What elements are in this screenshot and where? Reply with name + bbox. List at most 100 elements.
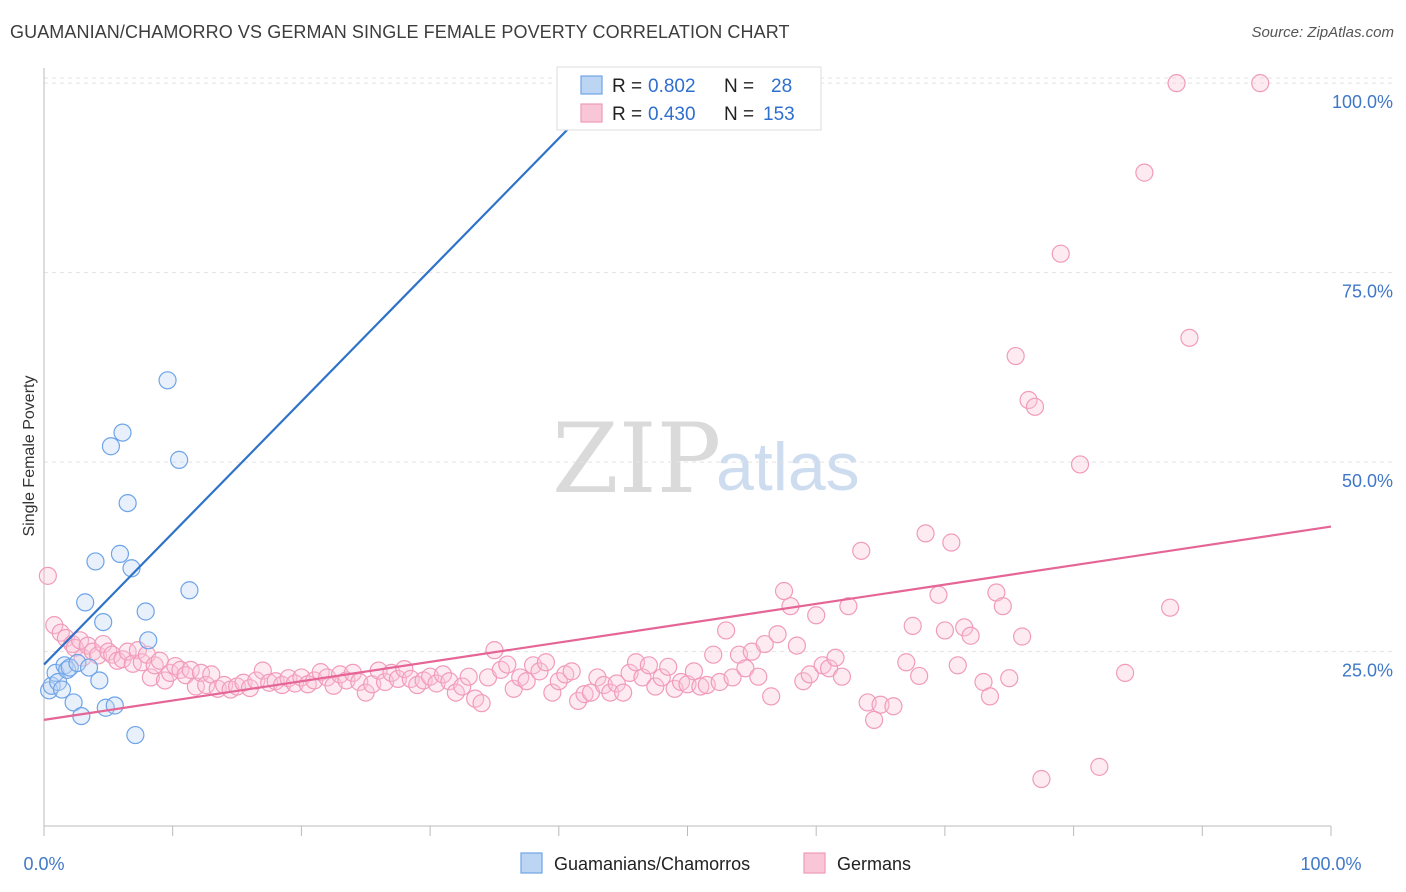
german-point-95	[601, 683, 620, 702]
guamanian-point-17	[101, 437, 121, 456]
german-point-89	[562, 662, 581, 681]
german-point-86	[543, 683, 562, 702]
guamanian-point-9	[68, 653, 87, 673]
german-point-1	[45, 616, 64, 635]
german-point-126	[800, 665, 819, 684]
german-point-149	[980, 687, 1000, 706]
x-axis-ticks	[43, 826, 1332, 836]
guamanian-point-15	[94, 612, 113, 632]
german-point-130	[826, 648, 845, 667]
german-point-32	[197, 675, 216, 695]
legend-n-label-1: N =	[724, 76, 754, 97]
german-point-10	[88, 646, 108, 665]
series-legend: Guamanians/Chamorros Germans	[520, 852, 911, 874]
german-point-77	[485, 641, 504, 660]
watermark-atlas: atlas	[716, 429, 860, 505]
german-point-165	[1180, 328, 1199, 347]
chart-title: GUAMANIAN/CHAMORRO VS GERMAN SINGLE FEMA…	[10, 22, 790, 42]
guamanian-point-21	[118, 493, 137, 513]
german-point-29	[181, 660, 200, 679]
guamanian-point-25	[139, 631, 158, 650]
german-point-73	[459, 667, 478, 686]
german-point-153	[1006, 346, 1025, 366]
y-tick-label-100: 100.0%	[1332, 92, 1393, 112]
german-point-125	[794, 672, 813, 691]
german-point-135	[865, 710, 884, 729]
german-point-93	[588, 668, 607, 687]
german-point-127	[807, 606, 826, 625]
german-point-82	[517, 672, 536, 691]
german-point-147	[961, 626, 980, 645]
bottom-legend-swatch-germans	[803, 852, 826, 874]
german-point-116	[736, 659, 755, 678]
legend-swatch-germans	[580, 103, 603, 123]
german-point-166	[1251, 74, 1270, 93]
german-point-79	[498, 655, 517, 674]
watermark: ZIP atlas	[552, 403, 860, 515]
german-point-97	[614, 683, 633, 702]
german-point-122	[774, 581, 794, 601]
legend-r-label-2: R =	[612, 104, 642, 125]
y-axis-label: Single Female Poverty	[21, 376, 38, 537]
german-point-111	[704, 645, 723, 664]
german-point-121	[768, 625, 787, 644]
y-tick-label-50: 50.0%	[1342, 471, 1393, 491]
y-tick-label-75: 75.0%	[1342, 282, 1393, 302]
guamanian-point-18	[105, 696, 124, 715]
german-point-143	[935, 621, 955, 640]
legend-r-value-2: 0.430	[648, 104, 696, 125]
german-point-21	[141, 668, 160, 687]
german-point-113	[717, 621, 736, 640]
bottom-legend-guamanians: Guamanians/Chamorros	[554, 854, 750, 874]
german-point-137	[884, 697, 903, 716]
german-point-90	[569, 691, 588, 711]
german-point-132	[839, 597, 858, 616]
german-point-62	[388, 669, 408, 689]
german-point-72	[453, 677, 472, 696]
x-tick-label-min: 0.0%	[23, 854, 64, 874]
correlation-legend: R = 0.802 N = 28 R = 0.430 N = 153	[556, 66, 822, 131]
german-point-124	[787, 636, 806, 655]
german-point-140	[910, 666, 929, 686]
german-point-141	[916, 524, 935, 543]
german-point-91	[575, 685, 594, 704]
german-point-161	[1115, 663, 1135, 682]
legend-n-label-2: N =	[724, 104, 754, 125]
german-point-120	[762, 687, 781, 706]
german-point-159	[1070, 455, 1090, 474]
german-point-145	[948, 656, 967, 675]
guamanian-point-8	[64, 693, 83, 712]
german-point-131	[832, 667, 852, 686]
guamanian-point-20	[113, 423, 132, 442]
german-point-156	[1025, 397, 1045, 416]
german-point-0	[38, 566, 57, 585]
german-point-108	[684, 662, 704, 681]
guamanian-point-24	[136, 602, 155, 621]
german-point-85	[536, 653, 556, 672]
german-point-162	[1135, 163, 1154, 182]
german-point-144	[942, 533, 961, 552]
y-axis-tick-labels: 25.0% 50.0% 75.0% 100.0%	[1332, 92, 1393, 680]
legend-n-value-1: 28	[771, 76, 792, 97]
german-point-154	[1013, 627, 1032, 646]
guamanian-point-13	[86, 552, 105, 571]
trend-lines	[43, 82, 1332, 721]
german-point-138	[897, 653, 916, 672]
german-point-17	[123, 654, 142, 673]
german-point-96	[607, 674, 626, 693]
guamanian-point-27	[170, 450, 189, 469]
guamanian-point-12	[79, 658, 99, 677]
bottom-legend-germans: Germans	[837, 854, 911, 874]
source-credit: Source: ZipAtlas.com	[1251, 24, 1394, 41]
x-tick-label-max: 100.0%	[1300, 854, 1361, 874]
german-point-152	[1000, 669, 1019, 688]
guamanian-point-19	[110, 544, 130, 563]
trend-line-guamanians	[43, 82, 614, 666]
guamanian-point-23	[126, 725, 145, 745]
german-point-69	[433, 665, 453, 684]
legend-swatch-guamanians	[580, 75, 603, 95]
german-point-158	[1051, 244, 1070, 263]
german-point-164	[1167, 74, 1186, 93]
german-point-119	[755, 634, 774, 654]
german-point-2	[51, 623, 70, 642]
